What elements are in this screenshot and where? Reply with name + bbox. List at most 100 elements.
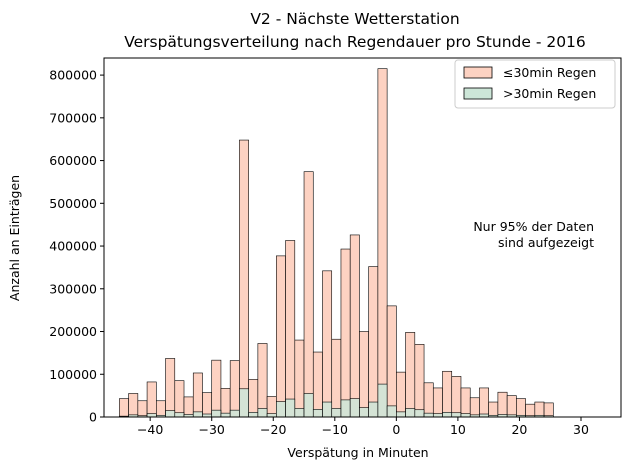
bar-high-rain	[248, 411, 259, 418]
x-tick-label: −30	[199, 422, 225, 437]
x-axis-ticks: −40 −30 −20 −10 0 10 20 30	[137, 417, 589, 437]
x-tick-label: −20	[260, 422, 286, 437]
bar-high-rain	[220, 412, 231, 418]
legend-label-low-rain: ≤30min Regen	[503, 65, 596, 80]
bar-low-rain	[488, 401, 499, 418]
bar-high-rain	[359, 407, 369, 418]
bar-low-rain	[340, 248, 351, 418]
y-tick-label: 300000	[49, 281, 97, 296]
bar-low-rain	[460, 387, 471, 418]
legend: ≤30min Regen >30min Regen	[454, 59, 616, 109]
bar-low-rain	[137, 400, 148, 418]
bar-high-rain	[386, 405, 397, 418]
bar-low-rain	[359, 331, 369, 418]
bar-low-rain	[192, 372, 203, 418]
bar-high-rain	[285, 398, 296, 418]
bar-low-rain	[516, 398, 526, 418]
x-tick-label: −40	[137, 422, 163, 437]
y-axis-ticks: 0 100000 200000 300000 400000 500000 600000 700…	[49, 68, 104, 425]
bar-low-rain	[202, 392, 213, 418]
bar-high-rain	[451, 412, 462, 418]
bar-low-rain	[525, 403, 536, 418]
bar-low-rain	[165, 358, 176, 418]
bar-high-rain	[257, 408, 268, 418]
bar-low-rain	[128, 393, 139, 418]
bar-low-rain	[239, 139, 249, 418]
bar-low-rain	[229, 360, 240, 418]
bar-low-rain	[312, 351, 323, 418]
y-tick-label: 500000	[49, 196, 97, 211]
bar-high-rain	[442, 411, 453, 418]
bar-high-rain	[165, 410, 176, 418]
bar-low-rain	[331, 338, 342, 418]
bar-low-rain	[146, 381, 157, 418]
bar-low-rain	[303, 171, 314, 418]
bar-low-rain	[248, 379, 259, 418]
bar-low-rain	[183, 396, 194, 418]
bar-high-rain	[405, 408, 416, 418]
legend-swatch-low-rain	[463, 66, 493, 79]
bar-low-rain	[506, 395, 517, 418]
chart-title: V2 - Nächste Wetterstation	[250, 10, 459, 28]
x-tick-label: 30	[573, 422, 589, 437]
y-tick-label: 200000	[49, 324, 97, 339]
y-tick-label: 0	[89, 410, 97, 425]
bar-low-rain	[156, 400, 166, 418]
bar-low-rain	[432, 387, 443, 418]
bar-high-rain	[414, 409, 425, 418]
y-tick-label: 800000	[49, 68, 97, 83]
bar-low-rain	[479, 387, 489, 418]
bar-high-rain	[432, 413, 443, 418]
bar-high-rain	[322, 401, 333, 418]
bar-low-rain	[368, 266, 379, 418]
bar-high-rain	[423, 412, 434, 418]
bar-low-rain	[276, 255, 286, 418]
bar-low-rain	[543, 402, 554, 418]
bar-low-rain	[497, 391, 508, 418]
bar-high-rain	[340, 399, 351, 418]
bar-low-rain	[294, 339, 305, 418]
bar-low-rain	[386, 305, 397, 418]
bar-high-rain	[312, 409, 323, 418]
bar-high-rain	[192, 411, 203, 418]
bar-high-rain	[229, 409, 240, 418]
bar-low-rain	[285, 240, 296, 418]
bar-low-rain	[220, 388, 231, 418]
bar-high-rain	[239, 388, 249, 418]
bar-high-rain	[396, 411, 406, 418]
bar-low-rain	[442, 370, 453, 418]
bar-low-rain	[451, 376, 462, 418]
bar-low-rain	[469, 397, 480, 418]
bar-low-rain	[174, 380, 185, 418]
plot-frame	[103, 57, 622, 418]
bar-low-rain	[257, 343, 268, 418]
bar-low-rain	[534, 401, 545, 418]
bar-low-rain	[211, 359, 222, 418]
legend-swatch-high-rain	[463, 87, 493, 100]
legend-label-high-rain: >30min Regen	[503, 86, 596, 101]
bar-high-rain	[303, 393, 314, 418]
x-axis-label: Verspätung in Minuten	[287, 445, 428, 460]
bar-high-rain	[276, 401, 286, 418]
bar-high-rain	[368, 401, 379, 418]
bar-low-rain	[349, 234, 360, 418]
bar-low-rain	[119, 398, 129, 418]
x-tick-label: 0	[392, 422, 400, 437]
y-tick-label: 700000	[49, 110, 97, 125]
bar-low-rain	[396, 371, 406, 418]
bar-high-rain	[174, 412, 185, 418]
legend-frame	[454, 59, 616, 109]
annotation-line-1: Nur 95% der Daten	[473, 219, 594, 234]
bar-low-rain	[322, 270, 333, 418]
bar-high-rain	[331, 408, 342, 418]
series-high-rain-bars	[119, 383, 554, 418]
y-tick-label: 600000	[49, 153, 97, 168]
annotation-line-2: sind aufgezeigt	[498, 235, 594, 250]
x-tick-label: −10	[322, 422, 348, 437]
bar-low-rain	[414, 344, 425, 418]
series-low-rain-bars	[119, 68, 554, 418]
bar-high-rain	[211, 409, 222, 418]
bar-high-rain	[266, 413, 277, 418]
bar-high-rain	[349, 398, 360, 418]
